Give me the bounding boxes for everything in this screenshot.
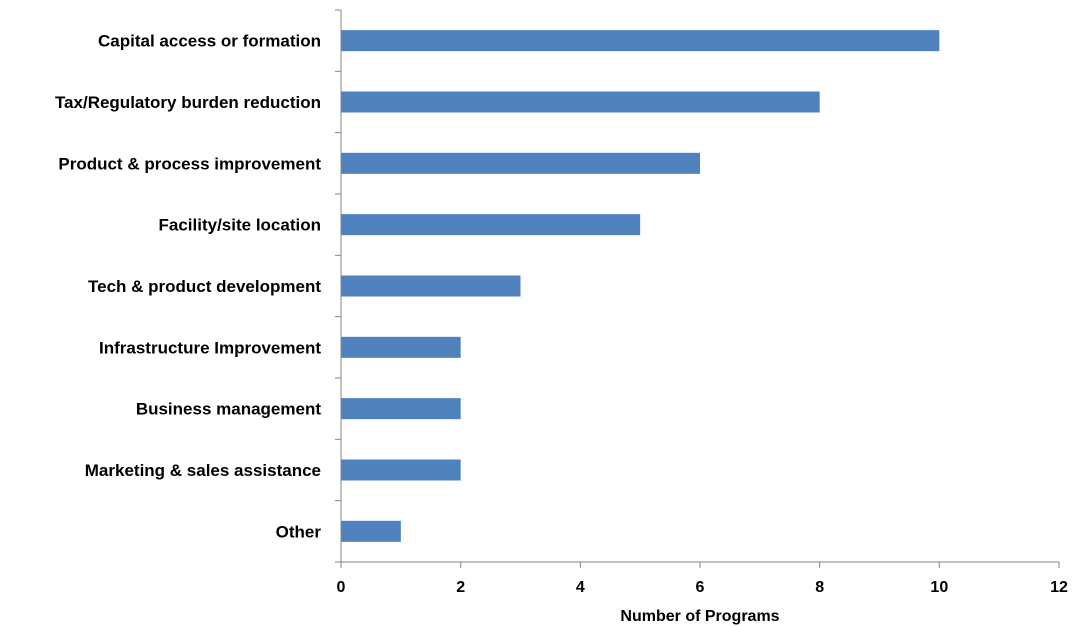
- bar-6: [341, 398, 461, 420]
- axes-group: [335, 9, 1060, 568]
- category-label-0: Capital access or formation: [98, 32, 321, 51]
- category-label-5: Infrastructure Improvement: [99, 338, 321, 357]
- x-axis-title: Number of Programs: [620, 608, 779, 625]
- bar-3: [341, 214, 641, 236]
- tick-labels-group: 0 2 4 6 8 10 12: [337, 579, 1068, 596]
- category-label-6: Business management: [136, 400, 322, 419]
- bar-7: [341, 459, 461, 481]
- bar-5: [341, 336, 461, 358]
- x-tick-label-5: 10: [930, 579, 948, 596]
- bar-1: [341, 91, 820, 113]
- x-tick-label-3: 6: [696, 579, 705, 596]
- category-label-8: Other: [276, 522, 322, 541]
- x-tick-label-4: 8: [815, 579, 824, 596]
- bar-0: [341, 30, 940, 52]
- x-tick-label-2: 4: [576, 579, 585, 596]
- bar-4: [341, 275, 521, 297]
- category-label-1: Tax/Regulatory burden reduction: [55, 93, 321, 112]
- x-tick-label-6: 12: [1050, 579, 1068, 596]
- category-label-2: Product & process improvement: [58, 154, 321, 173]
- category-label-7: Marketing & sales assistance: [85, 461, 321, 480]
- x-tick-label-1: 2: [456, 579, 465, 596]
- category-labels-group: Capital access or formation Tax/Regulator…: [55, 32, 321, 542]
- category-label-4: Tech & product development: [88, 277, 321, 296]
- x-tick-label-0: 0: [337, 579, 346, 596]
- bar-2: [341, 152, 700, 174]
- category-label-3: Facility/site location: [159, 216, 322, 235]
- bar-8: [341, 520, 401, 542]
- bars-group: [341, 30, 940, 542]
